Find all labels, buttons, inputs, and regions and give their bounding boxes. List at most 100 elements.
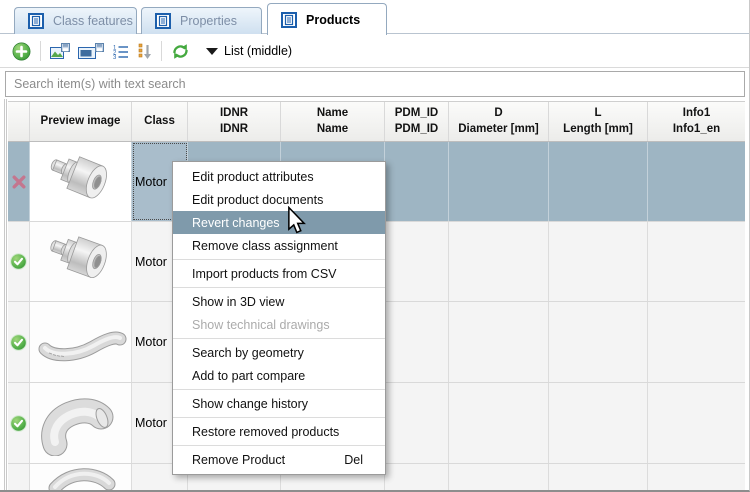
pdm-id-cell[interactable] xyxy=(385,222,449,301)
toolbar-separator xyxy=(40,41,41,61)
preview-image[interactable] xyxy=(30,222,132,301)
column-header-diameter[interactable]: D Diameter [mm] xyxy=(449,102,549,141)
menu-item-show-in-3d-view[interactable]: Show in 3D view xyxy=(192,294,285,309)
menu-item-remove-product[interactable]: Remove Product Del xyxy=(173,448,385,471)
column-header-class[interactable]: Class xyxy=(132,102,188,141)
preview-image[interactable] xyxy=(30,302,132,382)
menu-item-search-by-geometry[interactable]: Search by geometry xyxy=(192,345,304,360)
diameter-cell[interactable] xyxy=(449,142,549,221)
part-bent-elbow-image xyxy=(40,398,113,456)
diameter-cell[interactable] xyxy=(449,383,549,463)
menu-separator xyxy=(173,259,385,260)
numbered-list-button[interactable]: 1 2 3 xyxy=(108,42,133,61)
info1-cell[interactable] xyxy=(648,302,745,382)
part-curved-handle-image xyxy=(38,331,126,362)
preview-image[interactable] xyxy=(30,142,132,221)
save-image-large-icon xyxy=(78,42,104,59)
menu-item-edit-product-attributes[interactable]: Edit product attributes xyxy=(192,169,314,184)
tab-products[interactable]: Products xyxy=(267,3,387,35)
name-cell[interactable] xyxy=(281,464,385,490)
menu-separator xyxy=(173,287,385,288)
column-header-pdm-id[interactable]: PDM_ID PDM_ID xyxy=(385,102,449,141)
add-product-button[interactable] xyxy=(8,40,35,63)
part-flanged-bushing-image xyxy=(49,235,107,278)
status-ok-icon xyxy=(10,253,27,270)
table-header: Preview image Class IDNR IDNR Name Name … xyxy=(8,101,745,142)
preview-image[interactable] xyxy=(30,383,132,463)
menu-shortcut-del: Del xyxy=(344,452,363,467)
status-ok-icon xyxy=(10,414,27,432)
numbered-list-icon: 1 2 3 xyxy=(113,45,128,59)
info1-cell[interactable] xyxy=(648,464,745,490)
column-header-info1[interactable]: Info1 Info1_en xyxy=(672,106,721,135)
length-cell[interactable] xyxy=(549,464,648,490)
info1-cell[interactable] xyxy=(648,383,745,463)
pdm-id-cell[interactable] xyxy=(385,142,449,221)
column-header-status[interactable] xyxy=(8,102,30,141)
toolbar-separator xyxy=(161,41,162,61)
panel-left-gutter xyxy=(4,99,5,490)
status-removed-icon xyxy=(12,175,25,188)
pdm-id-cell[interactable] xyxy=(385,464,449,490)
form-icon xyxy=(155,13,171,29)
idnr-cell[interactable] xyxy=(188,464,281,490)
menu-item-show-technical-drawings: Show technical drawings xyxy=(192,317,330,332)
dropdown-arrow-icon xyxy=(206,47,218,55)
menu-item-remove-class-assignment[interactable]: Remove class assignment xyxy=(192,238,338,253)
menu-item-import-products-from-csv[interactable]: Import products from CSV xyxy=(192,266,337,281)
class-cell[interactable] xyxy=(132,464,188,490)
add-icon xyxy=(12,42,31,60)
preview-image[interactable] xyxy=(30,464,132,490)
pdm-id-cell[interactable] xyxy=(385,383,449,463)
menu-item-show-change-history[interactable]: Show change history xyxy=(192,396,309,411)
pdm-id-cell[interactable] xyxy=(385,302,449,382)
menu-item-restore-removed-products[interactable]: Restore removed products xyxy=(192,424,340,439)
form-icon xyxy=(281,11,297,28)
column-header-name[interactable]: Name Name xyxy=(281,102,385,141)
tab-class-features[interactable]: Class features xyxy=(14,7,137,34)
tab-properties[interactable]: Properties xyxy=(141,7,262,34)
search-input[interactable] xyxy=(5,71,745,97)
menu-item-edit-product-documents[interactable]: Edit product documents xyxy=(192,192,324,207)
svg-text:1: 1 xyxy=(113,45,117,51)
diameter-cell[interactable] xyxy=(449,464,549,490)
save-image-small-icon xyxy=(50,42,70,59)
diameter-cell[interactable] xyxy=(449,302,549,382)
refresh-icon xyxy=(173,43,188,59)
panel-left-gutter xyxy=(6,99,7,490)
tab-label: Products xyxy=(306,12,361,27)
length-cell[interactable] xyxy=(549,383,648,463)
diameter-cell[interactable] xyxy=(449,222,549,301)
refresh-button[interactable] xyxy=(167,41,194,62)
sort-descending-icon xyxy=(138,43,151,59)
tab-label: Properties xyxy=(180,14,237,28)
length-cell[interactable] xyxy=(549,302,648,382)
menu-separator xyxy=(173,338,385,339)
menu-separator xyxy=(173,417,385,418)
view-mode-dropdown[interactable]: List (middle) xyxy=(194,42,296,60)
status-ok-icon xyxy=(10,333,27,351)
sort-descending-button[interactable] xyxy=(133,41,156,62)
menu-item-revert-changes[interactable]: Revert changes xyxy=(173,211,385,234)
save-image-large-button[interactable] xyxy=(74,41,108,62)
column-header-idnr[interactable]: IDNR IDNR xyxy=(188,102,281,141)
length-cell[interactable] xyxy=(549,142,648,221)
save-image-small-button[interactable] xyxy=(46,41,74,62)
info1-cell[interactable] xyxy=(648,142,745,221)
table-body: Motor xyxy=(8,142,745,490)
context-menu: Edit product attributes Edit product doc… xyxy=(172,161,386,475)
info1-cell[interactable] xyxy=(648,222,745,301)
form-icon xyxy=(28,13,44,29)
menu-item-add-to-part-compare[interactable]: Add to part compare xyxy=(192,368,306,383)
menu-separator xyxy=(173,445,385,446)
view-mode-label: List (middle) xyxy=(224,44,293,58)
part-flanged-bushing-image xyxy=(50,155,107,198)
svg-text:3: 3 xyxy=(113,55,117,59)
length-cell[interactable] xyxy=(549,222,648,301)
column-header-length[interactable]: L Length [mm] xyxy=(549,102,648,141)
part-partial-curved-image xyxy=(48,468,115,490)
column-header-preview[interactable]: Preview image xyxy=(30,102,132,141)
toolbar: 1 2 3 xyxy=(0,35,749,68)
tab-label: Class features xyxy=(53,14,133,28)
